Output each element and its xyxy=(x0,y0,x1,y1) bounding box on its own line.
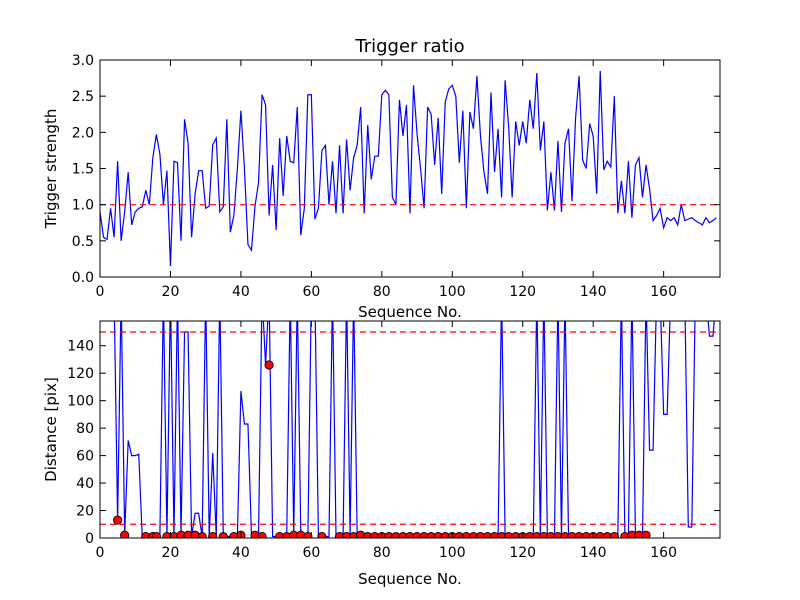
data-point-marker xyxy=(113,515,123,525)
y-tick-label: 2.0 xyxy=(72,125,94,141)
plot-area xyxy=(100,70,720,267)
trigger-ratio-panel: 0 20 40 60 80 100 120 140 160 0.0 0.5 1.0 1.5 2.0 2.5 3… xyxy=(42,36,721,321)
data-point-marker xyxy=(609,532,619,538)
y-axis-label: Trigger strength xyxy=(42,109,60,230)
x-tick-label: 120 xyxy=(509,284,536,300)
x-tick-label: 40 xyxy=(232,284,250,300)
x-tick-label: 80 xyxy=(373,284,391,300)
chart-title: Trigger ratio xyxy=(354,36,464,57)
y-axis-label: Distance [pix] xyxy=(42,377,60,482)
x-tick-label: 100 xyxy=(439,545,466,561)
x-tick-label: 40 xyxy=(232,545,250,561)
data-point-marker xyxy=(218,532,228,538)
series-line xyxy=(100,70,717,267)
x-tick-label: 0 xyxy=(96,545,105,561)
data-point-marker xyxy=(257,532,267,538)
x-tick-label: 20 xyxy=(162,545,180,561)
x-tick-label: 160 xyxy=(650,545,677,561)
x-tick-label: 120 xyxy=(509,545,536,561)
data-point-marker xyxy=(303,532,313,538)
x-tick-label: 160 xyxy=(650,284,677,300)
x-tick-label: 100 xyxy=(439,284,466,300)
x-tick-label: 0 xyxy=(96,284,105,300)
axes-frame xyxy=(99,59,721,278)
series-line xyxy=(113,321,715,538)
x-axis-label: Sequence No. xyxy=(358,570,462,588)
y-tick-label: 0 xyxy=(85,531,94,547)
data-point-marker xyxy=(208,532,218,538)
y-tick-label: 2.5 xyxy=(72,89,94,105)
y-tick-label: 1.0 xyxy=(72,198,94,214)
plot-area xyxy=(100,321,720,538)
y-tick-label: 40 xyxy=(76,476,94,492)
x-tick-label: 80 xyxy=(373,545,391,561)
y-tick-label: 1.5 xyxy=(72,162,94,178)
y-tick-label: 3.0 xyxy=(72,53,94,69)
y-tick-label: 60 xyxy=(76,449,94,465)
x-tick-label: 20 xyxy=(162,284,180,300)
y-tick-label: 120 xyxy=(67,366,94,382)
x-tick-label: 140 xyxy=(580,545,607,561)
data-point-marker xyxy=(317,532,327,538)
x-tick-label: 140 xyxy=(580,284,607,300)
y-tick-label: 80 xyxy=(76,421,94,437)
axes-frame xyxy=(99,320,721,539)
x-tick-label: 60 xyxy=(302,545,320,561)
y-tick-label: 20 xyxy=(76,504,94,520)
data-point-marker xyxy=(151,532,161,538)
y-tick-label: 0.0 xyxy=(72,270,94,286)
y-tick-label: 100 xyxy=(67,394,94,410)
data-point-marker xyxy=(641,530,651,538)
x-axis-label: Sequence No. xyxy=(358,303,462,321)
distance-panel: 0 20 40 60 80 100 120 140 160 0 20 40 60 80 100 120 140 S… xyxy=(42,320,721,588)
data-point-marker xyxy=(120,530,130,538)
data-point-marker xyxy=(264,360,274,370)
y-tick-label: 0.5 xyxy=(72,234,94,250)
data-point-marker xyxy=(197,532,207,538)
x-tick-label: 60 xyxy=(302,284,320,300)
y-tick-label: 140 xyxy=(67,339,94,355)
